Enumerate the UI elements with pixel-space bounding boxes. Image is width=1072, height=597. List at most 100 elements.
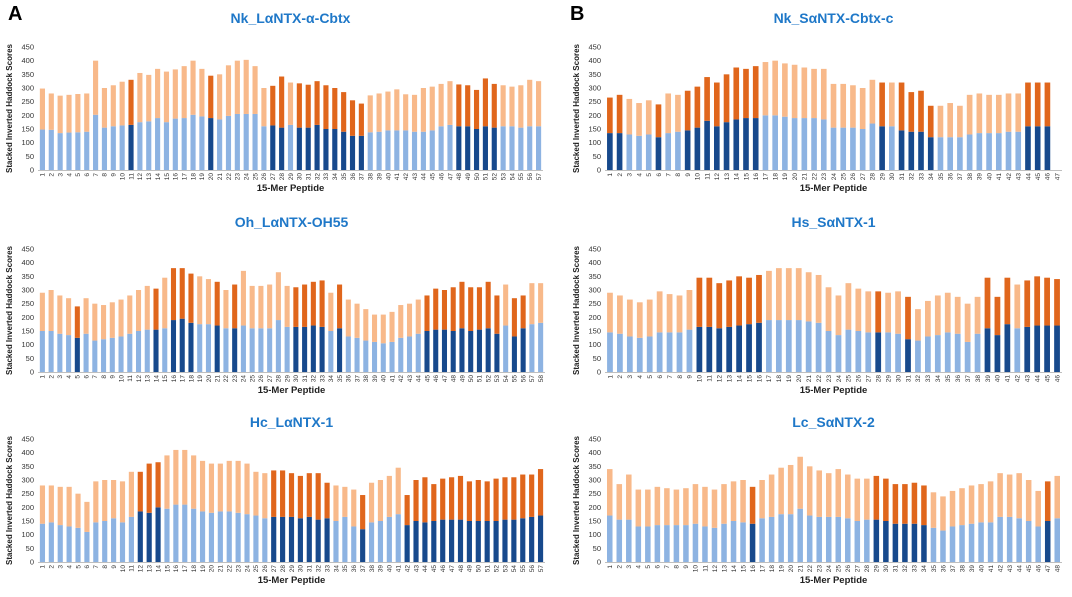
bar-bottom-segment — [940, 530, 946, 562]
x-tick-label: 15 — [746, 375, 753, 383]
x-tick-label: 27 — [860, 173, 867, 181]
bar-top-segment — [66, 298, 72, 336]
x-tick-label: 3 — [57, 173, 64, 177]
bar-top-segment — [275, 272, 281, 321]
bar-bottom-segment — [966, 134, 973, 170]
x-tick-label: 53 — [494, 375, 501, 383]
x-tick-label: 42 — [403, 173, 410, 181]
x-tick-label: 34 — [333, 565, 340, 573]
bar-top-segment — [243, 59, 249, 114]
bar-bottom-segment — [835, 335, 842, 372]
bar-top-segment — [845, 474, 851, 519]
bar-bottom-segment — [197, 324, 203, 372]
x-tick-label: 30 — [293, 375, 300, 383]
bar-top-segment — [217, 74, 223, 120]
x-tick-label: 4 — [637, 375, 644, 379]
bar-bottom-segment — [740, 522, 746, 562]
bar-bottom-segment — [252, 113, 258, 170]
bar-bottom-segment — [403, 130, 409, 170]
y-tick-label: 50 — [593, 354, 601, 363]
x-tick-label: 43 — [413, 565, 420, 573]
x-tick-label: 5 — [645, 565, 652, 569]
bar-top-segment — [284, 285, 290, 327]
bar-bottom-segment — [358, 135, 364, 170]
bar-bottom-segment — [816, 516, 822, 562]
x-tick-label: 14 — [155, 565, 162, 573]
y-tick-label: 250 — [21, 299, 34, 308]
bar-top-segment — [450, 287, 456, 331]
bar-top-segment — [164, 455, 170, 509]
x-tick-label: 16 — [756, 375, 763, 383]
bar-bottom-segment — [702, 526, 708, 562]
bar-top-segment — [645, 100, 652, 135]
bar-top-segment — [118, 299, 124, 337]
bar-top-segment — [806, 466, 813, 516]
x-tick-label: 1 — [40, 375, 47, 379]
x-tick-label: 45 — [430, 173, 437, 181]
bar-bottom-segment — [249, 328, 255, 372]
bar-bottom-segment — [450, 331, 456, 372]
x-tick-label: 49 — [467, 565, 474, 573]
y-tick-label: 200 — [588, 313, 601, 322]
y-axis-label: Stacked Inverted Haddock Scores — [5, 245, 14, 374]
bar-top-segment — [431, 484, 437, 521]
x-tick-label: 18 — [191, 565, 198, 573]
x-tick-label: 20 — [792, 173, 799, 181]
bar-top-segment — [511, 477, 517, 520]
bar-top-segment — [997, 473, 1003, 517]
x-tick-label: 34 — [921, 565, 928, 573]
bar-bottom-segment — [636, 135, 642, 170]
bar-bottom-segment — [484, 521, 490, 562]
bar-bottom-segment — [716, 328, 723, 372]
x-tick-label: 33 — [324, 565, 331, 573]
bar-bottom-segment — [262, 518, 268, 562]
x-tick-label: 45 — [1044, 375, 1051, 383]
bar-bottom-segment — [66, 132, 72, 170]
bar-top-segment — [716, 283, 723, 329]
bar-bottom-segment — [155, 118, 161, 170]
bar-top-segment — [449, 477, 455, 520]
x-tick-label: 5 — [75, 375, 82, 379]
bar-bottom-segment — [1034, 325, 1041, 372]
bar-bottom-segment — [411, 131, 418, 170]
y-tick-label: 250 — [21, 489, 34, 498]
x-tick-label: 34 — [928, 173, 935, 181]
bar-top-segment — [324, 482, 330, 519]
bar-top-segment — [394, 89, 400, 131]
bar-bottom-segment — [119, 125, 125, 170]
bar-top-segment — [616, 484, 623, 520]
bar-top-segment — [617, 295, 623, 334]
bar-top-segment — [1025, 82, 1031, 127]
x-tick-label: 19 — [786, 375, 793, 383]
x-tick-label: 7 — [666, 173, 673, 177]
bar-top-segment — [84, 93, 90, 132]
x-tick-label: 51 — [483, 173, 490, 181]
bar-top-segment — [491, 83, 497, 128]
bar-bottom-segment — [468, 331, 474, 372]
bar-top-segment — [1014, 284, 1021, 329]
bar-top-segment — [337, 284, 343, 329]
bar-bottom-segment — [48, 129, 54, 170]
x-tick-label: 54 — [511, 565, 518, 573]
x-tick-label: 49 — [459, 375, 466, 383]
x-tick-label: 43 — [407, 375, 414, 383]
x-tick-label: 9 — [110, 375, 117, 379]
bar-bottom-segment — [529, 516, 535, 562]
bar-top-segment — [403, 94, 409, 131]
bar-bottom-segment — [885, 332, 892, 372]
x-tick-label: 47 — [1054, 173, 1061, 181]
bar-top-segment — [830, 83, 837, 128]
bar-bottom-segment — [476, 329, 482, 372]
bar-top-segment — [898, 82, 905, 131]
x-tick-label: 35 — [945, 375, 952, 383]
bar-top-segment — [1054, 475, 1061, 519]
bar-top-segment — [676, 295, 683, 333]
x-tick-label: 29 — [289, 565, 296, 573]
x-tick-label: 11 — [128, 173, 135, 180]
x-tick-label: 14 — [153, 375, 160, 383]
x-tick-label: 21 — [214, 375, 221, 383]
y-tick-label: 300 — [21, 286, 34, 295]
chart-nk-lantx-a-cbtx: Nk_LαNTX-α-Cbtx Stacked Inverted Haddock … — [5, 10, 543, 194]
bar-bottom-segment — [225, 115, 232, 170]
x-tick-label: 36 — [350, 173, 357, 181]
